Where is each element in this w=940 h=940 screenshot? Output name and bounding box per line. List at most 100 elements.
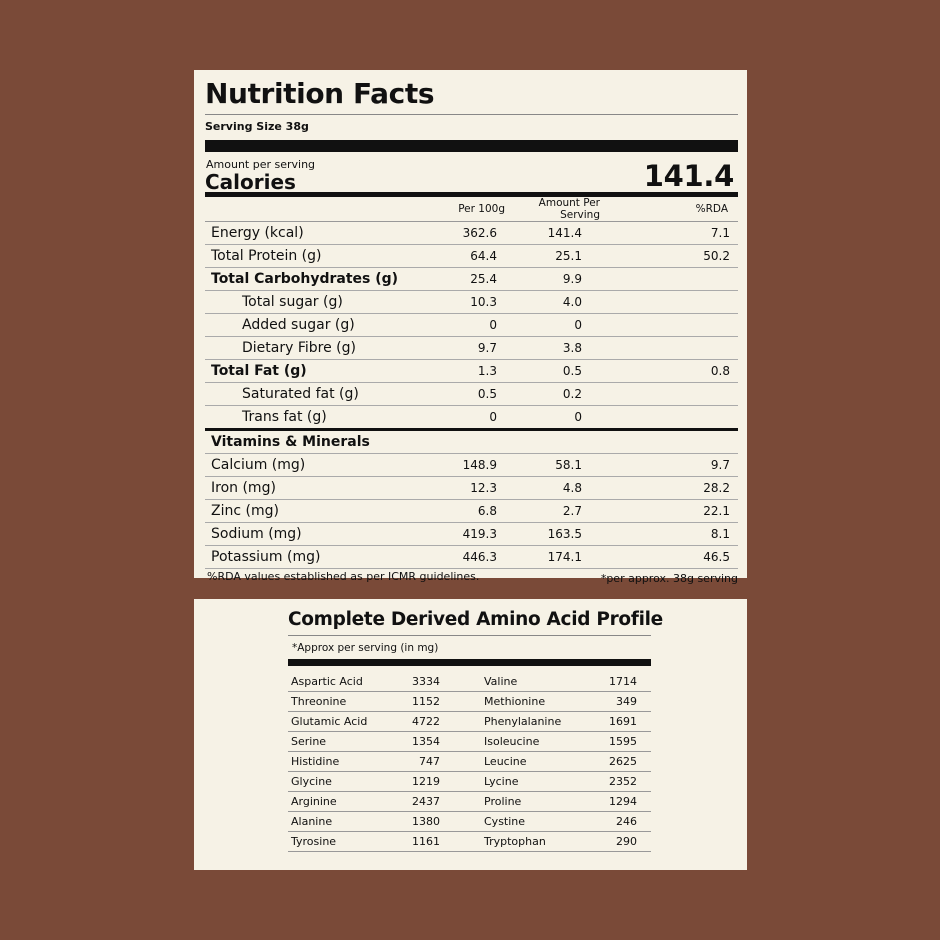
amino-value: 2625 xyxy=(579,751,651,772)
amino-row: Arginine 2437 Proline 1294 xyxy=(288,791,651,812)
amino-acid-panel: Complete Derived Amino Acid Profile *App… xyxy=(194,599,747,870)
amino-acid-content: Complete Derived Amino Acid Profile *App… xyxy=(288,609,663,852)
nutrient-per-serving: 0 xyxy=(515,313,678,337)
amino-value: 1161 xyxy=(386,831,481,852)
amino-row: Serine 1354 Isoleucine 1595 xyxy=(288,731,651,752)
mineral-label: Iron (mg) xyxy=(205,476,420,500)
mineral-rda: 22.1 xyxy=(678,499,738,523)
nutrient-label: Dietary Fibre (g) xyxy=(205,336,420,360)
amino-value: 1152 xyxy=(386,691,481,712)
amino-name: Methionine xyxy=(481,691,579,712)
header-amount-per-serving: Amount Per Serving xyxy=(515,197,678,222)
serving-size: Serving Size 38g xyxy=(205,120,309,133)
thick-divider xyxy=(288,659,651,666)
amino-name: Tryptophan xyxy=(481,831,579,852)
nutrition-facts-panel: Nutrition Facts Serving Size 38g Amount … xyxy=(194,70,747,585)
amino-name: Alanine xyxy=(288,811,386,832)
nutrient-rda xyxy=(678,382,738,406)
nutrient-row: Total sugar (g) 10.3 4.0 xyxy=(205,290,738,314)
mineral-per-100g: 12.3 xyxy=(420,476,515,500)
mineral-row: Zinc (mg) 6.8 2.7 22.1 xyxy=(205,499,738,523)
nutrient-per-100g: 1.3 xyxy=(420,359,515,383)
amino-name: Isoleucine xyxy=(481,731,579,752)
amino-value: 2437 xyxy=(386,791,481,812)
nutrient-per-100g: 0 xyxy=(420,405,515,431)
amino-name: Cystine xyxy=(481,811,579,832)
amino-name: Leucine xyxy=(481,751,579,772)
amino-row: Aspartic Acid 3334 Valine 1714 xyxy=(288,672,651,692)
nutrient-row: Dietary Fibre (g) 9.7 3.8 xyxy=(205,336,738,360)
calories-value: 141.4 xyxy=(643,159,735,193)
amino-value: 3334 xyxy=(386,672,481,692)
nutrition-footnotes: %RDA values established as per ICMR guid… xyxy=(205,570,738,586)
mineral-per-serving: 174.1 xyxy=(515,545,678,569)
nutrient-rda xyxy=(678,313,738,337)
footnote-serving: *per approx. 38g serving xyxy=(600,572,738,585)
calories-block: Amount per serving Calories 141.4 xyxy=(205,152,738,194)
vitamins-heading-row: Vitamins & Minerals xyxy=(205,429,738,454)
mineral-rda: 9.7 xyxy=(678,453,738,477)
nutrient-per-serving: 0.2 xyxy=(515,382,678,406)
amino-row: Alanine 1380 Cystine 246 xyxy=(288,811,651,832)
mineral-per-100g: 419.3 xyxy=(420,522,515,546)
nutrient-label: Total Fat (g) xyxy=(205,359,420,383)
amino-name: Proline xyxy=(481,791,579,812)
amino-name: Valine xyxy=(481,672,579,692)
nutrient-rda: 0.8 xyxy=(678,359,738,383)
nutrient-row: Total Carbohydrates (g) 25.4 9.9 xyxy=(205,267,738,291)
amino-name: Glutamic Acid xyxy=(288,711,386,732)
nutrient-per-serving: 4.0 xyxy=(515,290,678,314)
amino-row: Tyrosine 1161 Tryptophan 290 xyxy=(288,831,651,852)
amino-name: Tyrosine xyxy=(288,831,386,852)
nutrient-per-serving: 141.4 xyxy=(515,221,678,245)
mineral-label: Zinc (mg) xyxy=(205,499,420,523)
nutrient-rda xyxy=(678,267,738,291)
medium-divider xyxy=(205,192,738,197)
mineral-label: Calcium (mg) xyxy=(205,453,420,477)
amino-row: Histidine 747 Leucine 2625 xyxy=(288,751,651,772)
amino-value: 349 xyxy=(579,691,651,712)
amino-value: 1595 xyxy=(579,731,651,752)
amino-row: Threonine 1152 Methionine 349 xyxy=(288,691,651,712)
amino-value: 747 xyxy=(386,751,481,772)
nutrient-per-serving: 9.9 xyxy=(515,267,678,291)
amino-value: 1380 xyxy=(386,811,481,832)
nutrient-per-serving: 3.8 xyxy=(515,336,678,360)
amino-name: Arginine xyxy=(288,791,386,812)
nutrient-rda xyxy=(678,405,738,431)
mineral-row: Potassium (mg) 446.3 174.1 46.5 xyxy=(205,545,738,569)
divider xyxy=(288,635,651,636)
amino-row: Glutamic Acid 4722 Phenylalanine 1691 xyxy=(288,711,651,732)
nutrient-per-100g: 64.4 xyxy=(420,244,515,268)
nutrient-per-100g: 10.3 xyxy=(420,290,515,314)
nutrient-per-100g: 9.7 xyxy=(420,336,515,360)
amino-note: *Approx per serving (in mg) xyxy=(292,642,439,654)
amino-value: 1691 xyxy=(579,711,651,732)
nutrition-table: Per 100g Amount Per Serving %RDA Energy … xyxy=(205,197,738,569)
nutrient-label: Total sugar (g) xyxy=(205,290,420,314)
mineral-rda: 46.5 xyxy=(678,545,738,569)
amino-name: Aspartic Acid xyxy=(288,672,386,692)
mineral-per-serving: 2.7 xyxy=(515,499,678,523)
nutrient-rda: 50.2 xyxy=(678,244,738,268)
nutrient-row: Saturated fat (g) 0.5 0.2 xyxy=(205,382,738,406)
header-rda: %RDA xyxy=(678,197,738,222)
amino-name: Glycine xyxy=(288,771,386,792)
nutrient-per-serving: 0 xyxy=(515,405,678,431)
amino-name: Phenylalanine xyxy=(481,711,579,732)
mineral-rda: 8.1 xyxy=(678,522,738,546)
amino-table-body: Aspartic Acid 3334 Valine 1714 Threonine 1152… xyxy=(288,672,651,852)
nutrient-label: Total Carbohydrates (g) xyxy=(205,267,420,291)
thick-divider xyxy=(205,140,738,152)
mineral-per-100g: 6.8 xyxy=(420,499,515,523)
amino-title: Complete Derived Amino Acid Profile xyxy=(288,609,663,630)
mineral-row: Iron (mg) 12.3 4.8 28.2 xyxy=(205,476,738,500)
nutrient-per-100g: 0 xyxy=(420,313,515,337)
nutrient-per-100g: 362.6 xyxy=(420,221,515,245)
divider xyxy=(205,114,738,115)
mineral-rda: 28.2 xyxy=(678,476,738,500)
nutrition-title: Nutrition Facts xyxy=(205,77,435,110)
amino-table: Aspartic Acid 3334 Valine 1714 Threonine 1152… xyxy=(288,672,651,852)
mineral-label: Potassium (mg) xyxy=(205,545,420,569)
amount-per-serving-label: Amount per serving xyxy=(206,158,316,171)
